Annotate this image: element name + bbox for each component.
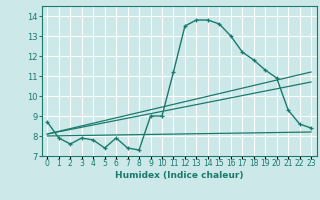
X-axis label: Humidex (Indice chaleur): Humidex (Indice chaleur) — [115, 171, 244, 180]
